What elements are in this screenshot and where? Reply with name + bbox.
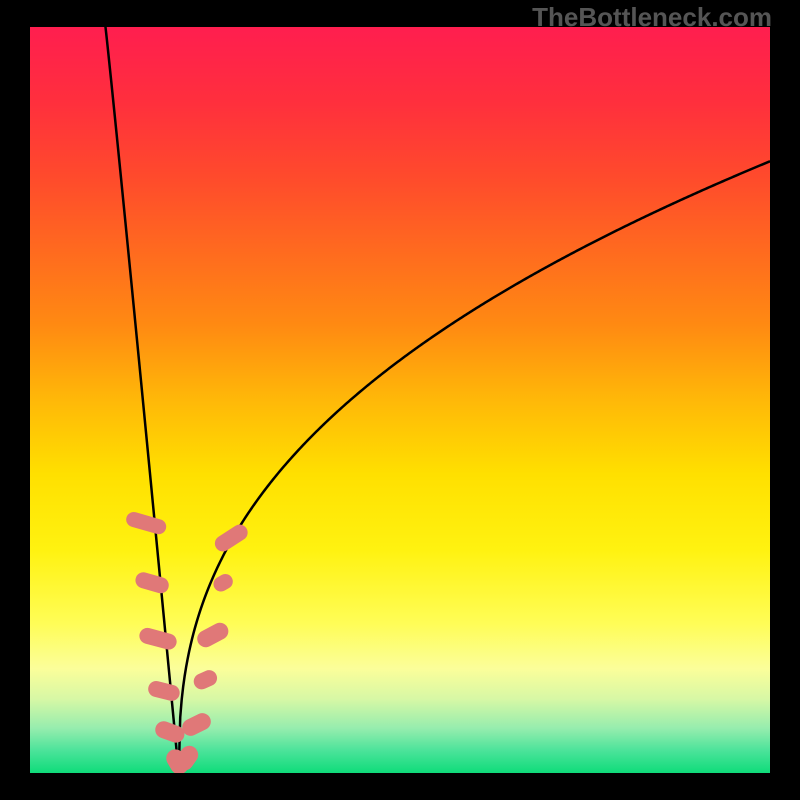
- plot-area: [30, 27, 770, 773]
- chart-container: TheBottleneck.com: [0, 0, 800, 800]
- gradient-background: [30, 27, 770, 773]
- chart-svg: [30, 27, 770, 773]
- watermark-text: TheBottleneck.com: [532, 2, 772, 33]
